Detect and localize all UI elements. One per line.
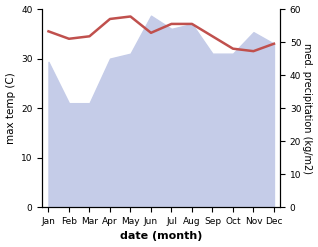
X-axis label: date (month): date (month) (120, 231, 203, 242)
Y-axis label: max temp (C): max temp (C) (5, 72, 16, 144)
Y-axis label: med. precipitation (kg/m2): med. precipitation (kg/m2) (302, 43, 313, 174)
